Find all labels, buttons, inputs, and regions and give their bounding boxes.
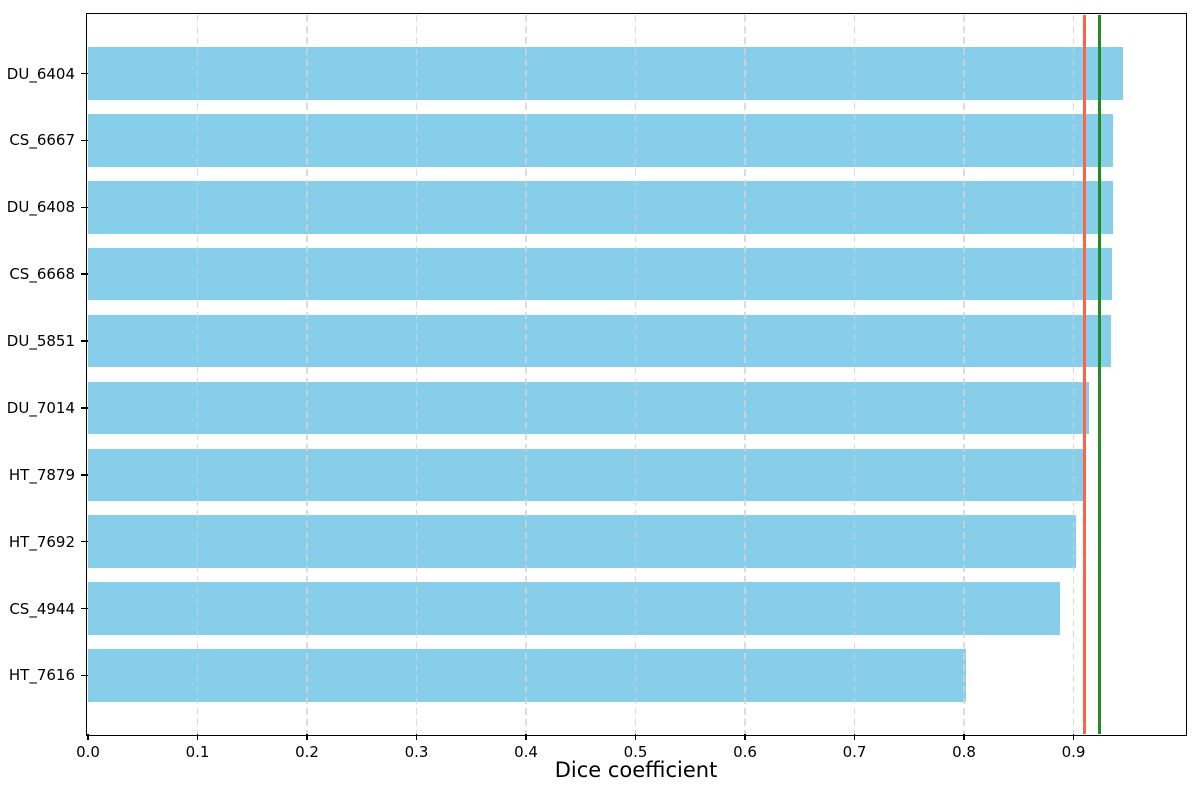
y-tick-CS_4944 xyxy=(81,607,88,610)
x-tick-0.7 xyxy=(853,734,856,740)
x-tick-label-0.7: 0.7 xyxy=(842,743,867,761)
bar-HT_7616 xyxy=(88,649,967,702)
y-tick-DU_6408 xyxy=(81,206,88,209)
x-tick-0.6 xyxy=(744,734,746,740)
bar-DU_6408 xyxy=(88,181,1113,234)
y-tick-label-HT_7879: HT_7879 xyxy=(8,465,75,484)
y-tick-label-DU_6408: DU_6408 xyxy=(6,198,75,217)
x-tick-0.3 xyxy=(415,734,418,740)
y-tick-label-HT_7692: HT_7692 xyxy=(8,532,75,551)
y-tick-DU_5851 xyxy=(81,340,88,342)
y-tick-label-DU_7014: DU_7014 xyxy=(6,398,75,417)
x-tick-0.2 xyxy=(306,734,308,740)
x-tick-label-0.9: 0.9 xyxy=(1061,743,1086,761)
reference-line-red xyxy=(1083,15,1087,734)
x-tick-label-0.3: 0.3 xyxy=(404,743,429,761)
y-tick-HT_7616 xyxy=(81,674,88,677)
x-tick-label-0.1: 0.1 xyxy=(185,743,210,761)
bar-CS_6668 xyxy=(88,247,1113,301)
y-tick-label-CS_4944: CS_4944 xyxy=(9,599,75,618)
bar-HT_7879 xyxy=(88,448,1084,502)
plot-area: DU_6404 CS_6667 DU_6408 CS_6668 DU_5851 DU_70… xyxy=(7,13,1187,761)
y-tick-HT_7879 xyxy=(81,474,88,476)
bar-HT_7692 xyxy=(88,515,1077,568)
reference-line-green xyxy=(1098,15,1102,734)
x-tick-label-0.4: 0.4 xyxy=(514,743,538,761)
y-tick-DU_6404 xyxy=(81,72,88,75)
bar-DU_6404 xyxy=(88,47,1123,100)
bar-DU_7014 xyxy=(88,381,1089,435)
y-tick-label-DU_5851: DU_5851 xyxy=(6,332,75,351)
y-tick-CS_6668 xyxy=(81,273,88,275)
bar-CS_6667 xyxy=(88,114,1114,167)
x-tick-label-0.0: 0.0 xyxy=(76,743,100,761)
bar-DU_5851 xyxy=(88,314,1111,368)
x-tick-0.8 xyxy=(963,734,965,740)
y-tick-label-CS_6668: CS_6668 xyxy=(9,265,75,284)
x-tick-0.4 xyxy=(525,734,527,740)
y-tick-HT_7692 xyxy=(81,540,88,543)
bar-CS_4944 xyxy=(88,582,1060,635)
y-tick-label-CS_6667: CS_6667 xyxy=(9,131,75,150)
y-tick-label-HT_7616: HT_7616 xyxy=(8,666,75,685)
x-tick-label-0.5: 0.5 xyxy=(623,743,648,761)
y-tick-DU_7014 xyxy=(81,407,88,409)
y-tick-label-DU_6404: DU_6404 xyxy=(6,64,75,83)
x-tick-0.9 xyxy=(1072,734,1075,740)
x-axis-label: Dice coefficient xyxy=(554,758,718,782)
x-tick-label-0.8: 0.8 xyxy=(952,743,976,761)
x-tick-label-0.6: 0.6 xyxy=(733,743,757,761)
y-tick-CS_6667 xyxy=(81,139,88,142)
x-tick-0.0 xyxy=(87,734,89,740)
x-tick-label-0.2: 0.2 xyxy=(295,743,319,761)
x-tick-0.1 xyxy=(196,734,199,740)
x-tick-0.5 xyxy=(634,734,637,740)
